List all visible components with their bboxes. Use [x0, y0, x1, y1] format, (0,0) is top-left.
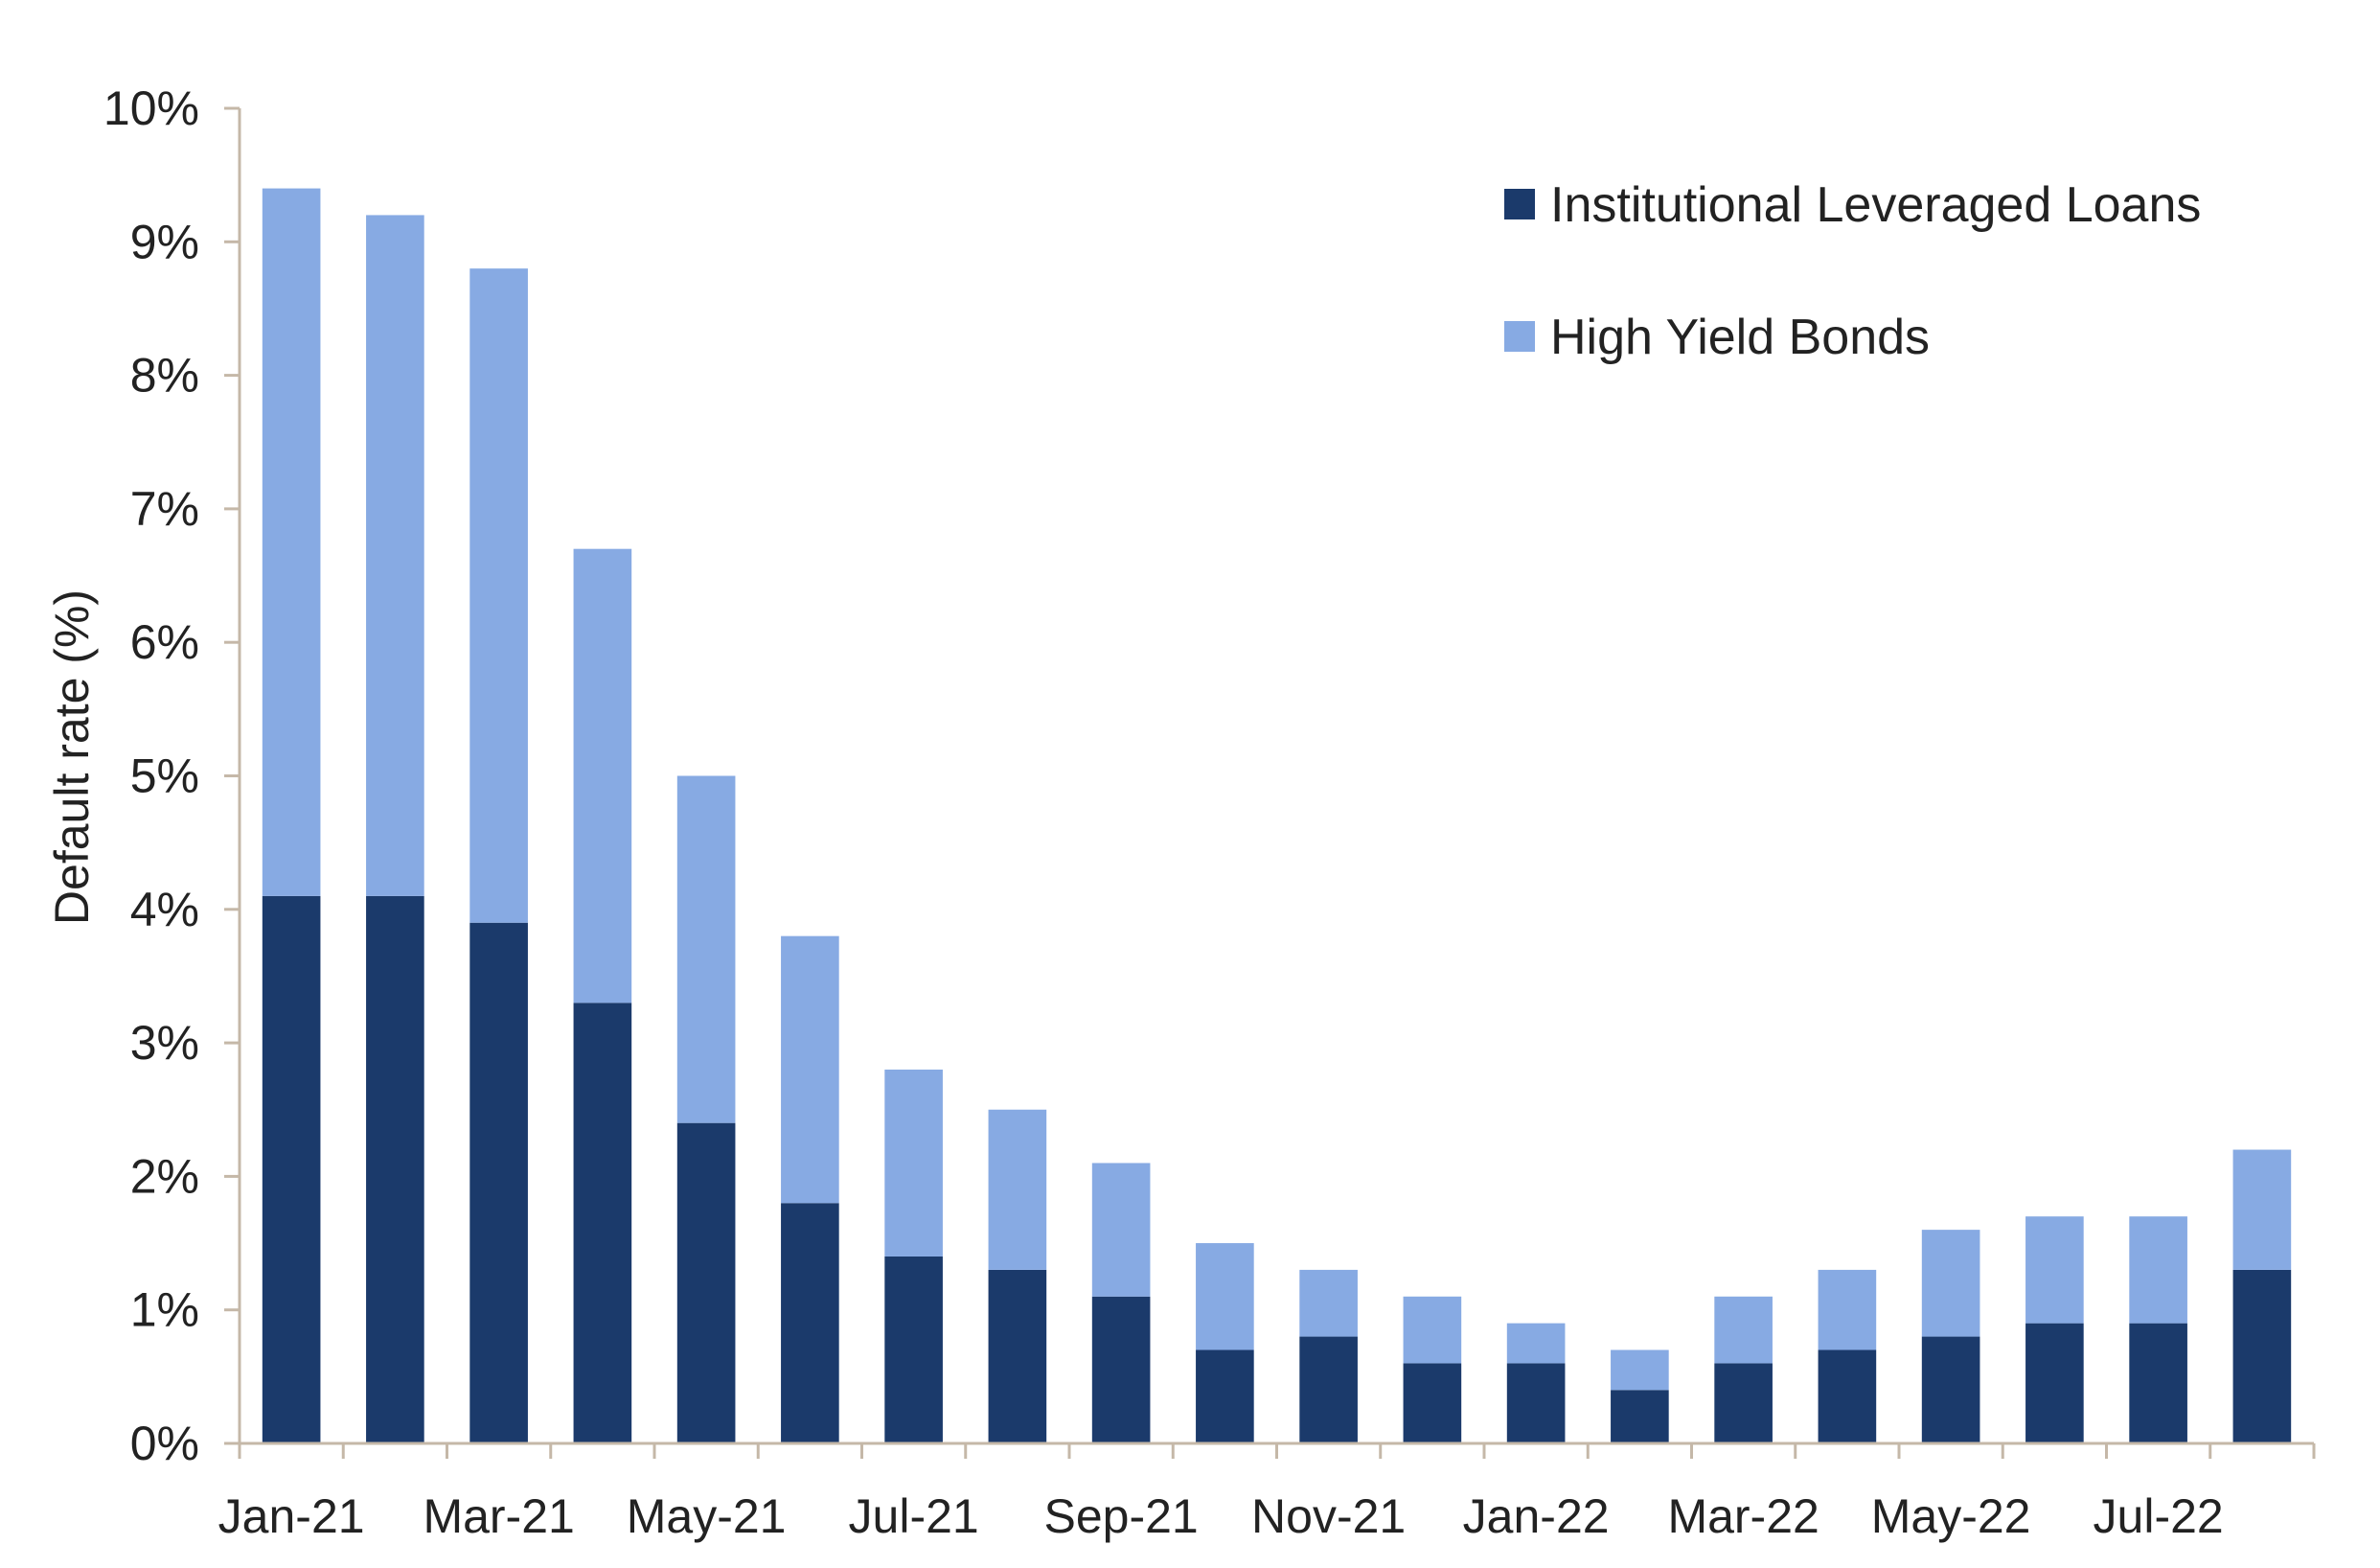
bar-loans-jul-22	[2129, 1323, 2187, 1443]
bar-loans-oct-21	[1196, 1349, 1254, 1443]
legend-label-bonds: High Yield Bonds	[1550, 310, 1930, 365]
bar-loans-feb-21	[366, 895, 424, 1443]
legend-label-loans: Institutional Leveraged Loans	[1550, 177, 2201, 233]
y-tick-label: 3%	[130, 1016, 199, 1070]
x-tick-label: Jan-21	[218, 1489, 365, 1543]
y-tick-label: 0%	[130, 1417, 199, 1470]
legend: Institutional Leveraged Loans High Yield …	[1504, 177, 2201, 365]
bar-loans-jan-21	[262, 895, 321, 1443]
y-tick-label: 10%	[103, 81, 199, 135]
bar-bonds-jun-21	[781, 935, 839, 1204]
bar-loans-mar-21	[469, 922, 528, 1443]
bar-bonds-jul-21	[884, 1069, 943, 1257]
bar-bonds-may-22	[1921, 1230, 1980, 1337]
bar-bonds-oct-21	[1196, 1243, 1254, 1350]
y-tick-label: 5%	[130, 749, 199, 803]
bar-bonds-jan-21	[262, 188, 321, 896]
x-tick-label: Jul-21	[849, 1489, 979, 1543]
y-tick-label: 4%	[130, 883, 199, 936]
legend-swatch-bonds	[1504, 321, 1535, 352]
x-ticks-group: Jan-21 Mar-21 May-21 Jul-21 Sep-21 Nov-21 Jan-…	[218, 1443, 2316, 1543]
bar-loans-apr-21	[573, 1003, 632, 1443]
bar-loans-jul-21	[884, 1256, 943, 1443]
bar-bonds-jan-22	[1506, 1323, 1566, 1364]
bar-bonds-mar-21	[469, 268, 528, 923]
bar-loans-apr-22	[1818, 1349, 1877, 1443]
bar-loans-aug-22	[2232, 1269, 2292, 1443]
bar-bonds-apr-21	[573, 548, 632, 1003]
bar-loans-feb-22	[1611, 1390, 1669, 1443]
bar-loans-may-22	[1921, 1336, 1980, 1443]
y-axis-title: Default rate (%)	[45, 589, 99, 925]
axes-group	[238, 108, 2314, 1445]
y-tick-label: 9%	[130, 215, 199, 268]
bar-loans-jun-22	[2025, 1323, 2084, 1443]
bar-loans-jun-21	[781, 1203, 839, 1443]
y-tick-label: 1%	[130, 1283, 199, 1337]
bar-loans-nov-21	[1299, 1336, 1358, 1443]
x-tick-label: Nov-21	[1251, 1489, 1406, 1543]
bar-loans-dec-21	[1403, 1363, 1462, 1443]
bar-loans-may-21	[676, 1122, 736, 1443]
bar-loans-mar-22	[1714, 1363, 1773, 1443]
bar-bonds-nov-21	[1299, 1269, 1358, 1337]
bar-bonds-aug-22	[2232, 1149, 2292, 1270]
bars-group	[262, 188, 2292, 1443]
bar-loans-jan-22	[1506, 1363, 1566, 1443]
bar-bonds-mar-22	[1714, 1296, 1773, 1364]
bar-bonds-dec-21	[1403, 1296, 1462, 1364]
x-tick-label: Jan-22	[1463, 1489, 1610, 1543]
x-tick-label: Mar-21	[423, 1489, 574, 1543]
bar-bonds-sep-21	[1091, 1163, 1151, 1297]
legend-swatch-loans	[1504, 189, 1535, 219]
x-tick-label: May-22	[1871, 1489, 2031, 1543]
x-tick-label: Mar-22	[1667, 1489, 1819, 1543]
x-tick-label: Jul-22	[2094, 1489, 2224, 1543]
bar-loans-sep-21	[1091, 1296, 1151, 1443]
y-tick-label: 7%	[130, 482, 199, 536]
y-tick-label: 2%	[130, 1149, 199, 1203]
y-tick-label: 6%	[130, 615, 199, 669]
bar-bonds-feb-21	[366, 215, 424, 896]
bar-bonds-jun-22	[2025, 1216, 2084, 1324]
bar-bonds-aug-21	[988, 1109, 1047, 1270]
x-tick-label: May-21	[627, 1489, 787, 1543]
bar-bonds-may-21	[676, 775, 736, 1123]
bar-bonds-feb-22	[1611, 1349, 1669, 1391]
y-tick-label: 8%	[130, 349, 199, 403]
y-ticks-group: 0% 1% 2% 3% 4% 5% 6% 7% 8% 9% 10%	[103, 81, 240, 1470]
bar-loans-aug-21	[988, 1269, 1047, 1443]
bar-bonds-apr-22	[1818, 1269, 1877, 1350]
bar-bonds-jul-22	[2129, 1216, 2187, 1324]
x-tick-label: Sep-21	[1044, 1489, 1199, 1543]
